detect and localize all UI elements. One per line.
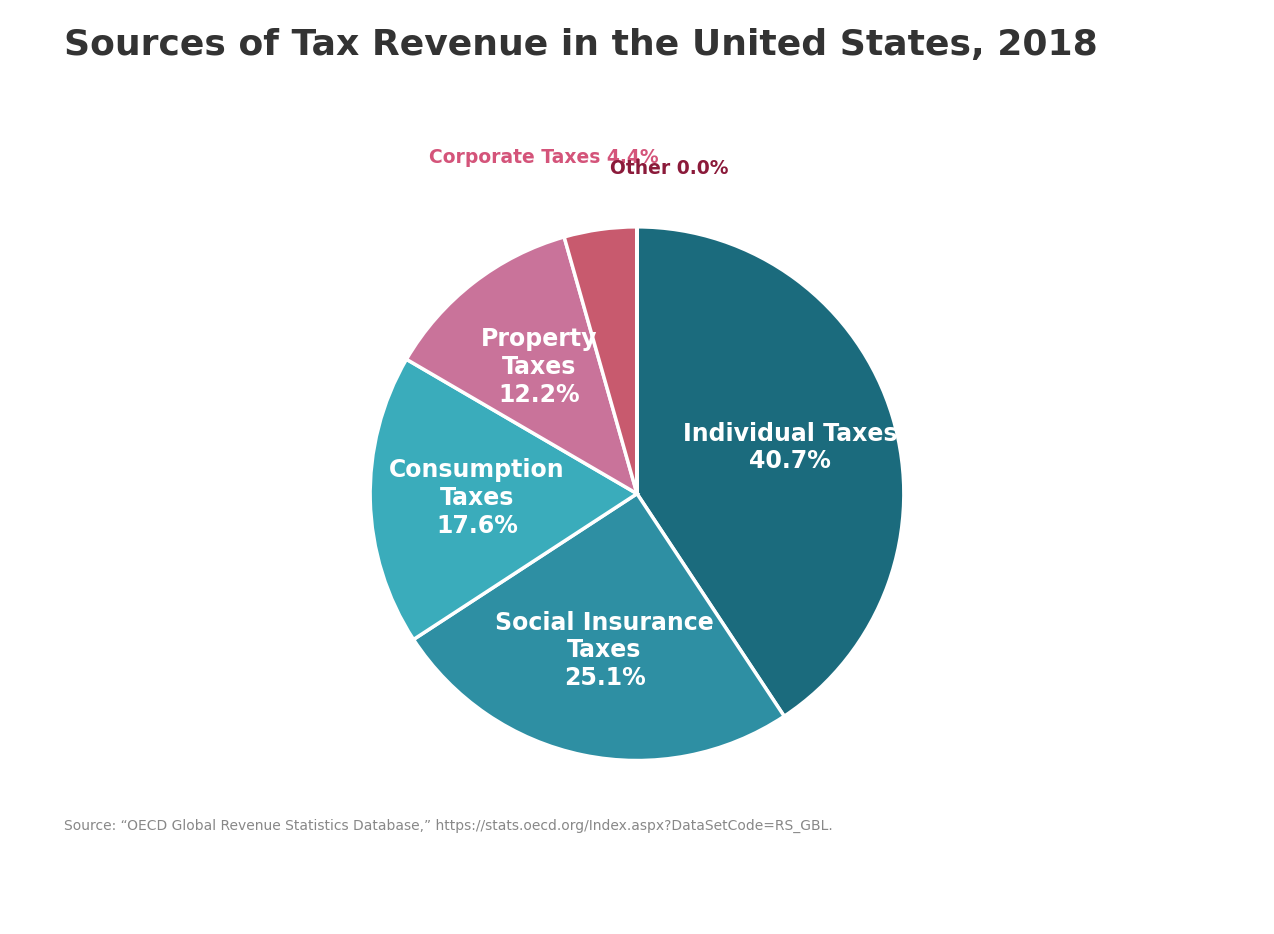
Text: Property
Taxes
12.2%: Property Taxes 12.2% bbox=[480, 328, 598, 407]
Wedge shape bbox=[406, 237, 637, 494]
Text: Individual Taxes
40.7%: Individual Taxes 40.7% bbox=[683, 421, 898, 474]
Text: TAX FOUNDATION: TAX FOUNDATION bbox=[25, 883, 274, 906]
Wedge shape bbox=[414, 494, 785, 760]
Text: Corporate Taxes 4.4%: Corporate Taxes 4.4% bbox=[429, 149, 659, 167]
Text: Sources of Tax Revenue in the United States, 2018: Sources of Tax Revenue in the United Sta… bbox=[64, 28, 1097, 62]
Text: Source: “OECD Global Revenue Statistics Database,” https://stats.oecd.org/Index.: Source: “OECD Global Revenue Statistics … bbox=[64, 819, 832, 833]
Wedge shape bbox=[637, 227, 903, 716]
Text: Other 0.0%: Other 0.0% bbox=[610, 159, 729, 177]
Text: Consumption
Taxes
17.6%: Consumption Taxes 17.6% bbox=[389, 458, 564, 537]
Text: Social Insurance
Taxes
25.1%: Social Insurance Taxes 25.1% bbox=[496, 611, 713, 690]
Wedge shape bbox=[371, 360, 637, 640]
Text: @TaxFoundation: @TaxFoundation bbox=[1017, 883, 1249, 906]
Wedge shape bbox=[564, 227, 637, 494]
